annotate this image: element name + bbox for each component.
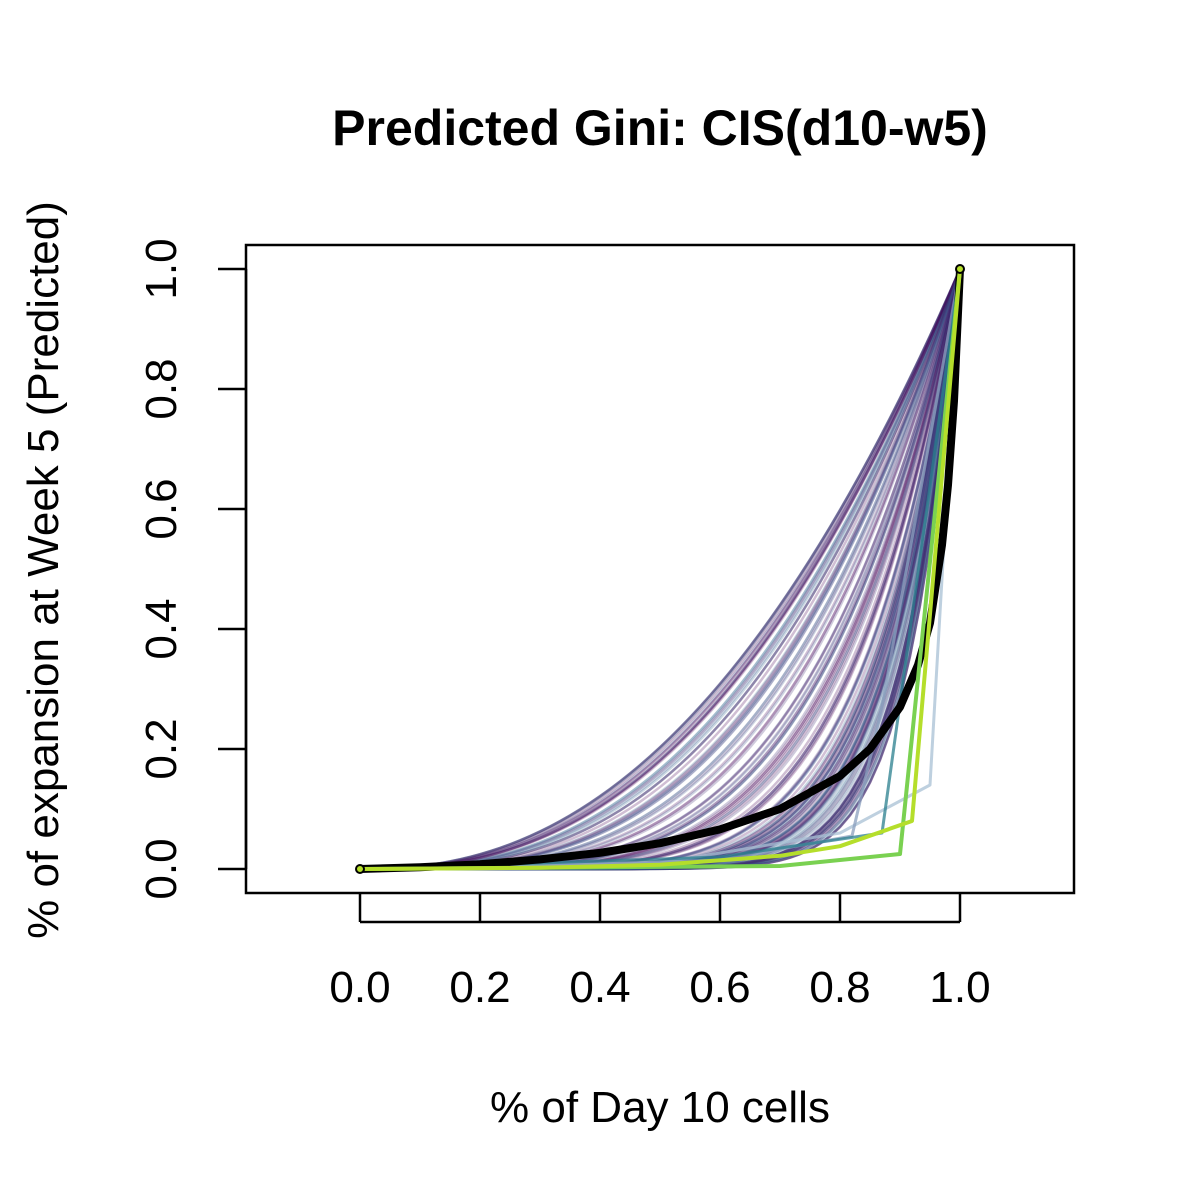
y-tick-label: 0.0 <box>137 838 186 899</box>
y-tick-label: 0.8 <box>137 358 186 419</box>
x-tick-label: 1.0 <box>929 963 990 1012</box>
background-curve <box>359 268 962 871</box>
x-axis-label: % of Day 10 cells <box>490 1083 830 1132</box>
endpoint-marker <box>955 264 965 274</box>
x-tick-label: 0.2 <box>449 963 510 1012</box>
x-tick-label: 0.4 <box>569 963 630 1012</box>
x-tick-label: 0.6 <box>689 963 750 1012</box>
y-axis-label: % of expansion at Week 5 (Predicted) <box>19 201 68 939</box>
outlier-curve-line <box>358 267 962 871</box>
plot-area <box>355 264 965 874</box>
endpoint-marker <box>355 864 365 874</box>
background-curve <box>359 268 962 871</box>
background-curve <box>359 268 962 871</box>
background-curve <box>359 268 962 871</box>
background-curve <box>359 268 962 871</box>
y-tick-label: 0.4 <box>137 598 186 659</box>
background-curve <box>359 268 962 871</box>
background-curve <box>359 268 962 871</box>
x-tick-label: 0.8 <box>809 963 870 1012</box>
y-tick-label: 0.2 <box>137 718 186 779</box>
chart-title: Predicted Gini: CIS(d10-w5) <box>332 100 988 156</box>
x-axis: 0.0 0.2 0.4 0.6 0.8 1.0 <box>329 894 991 1012</box>
y-tick-label: 1.0 <box>137 238 186 299</box>
mean-curve-line <box>356 265 964 873</box>
y-tick-label: 0.6 <box>137 478 186 539</box>
background-curve <box>359 268 962 871</box>
background-curve <box>359 268 962 871</box>
x-tick-label: 0.0 <box>329 963 390 1012</box>
y-axis: 0.0 0.2 0.4 0.6 0.8 1.0 <box>137 238 248 900</box>
